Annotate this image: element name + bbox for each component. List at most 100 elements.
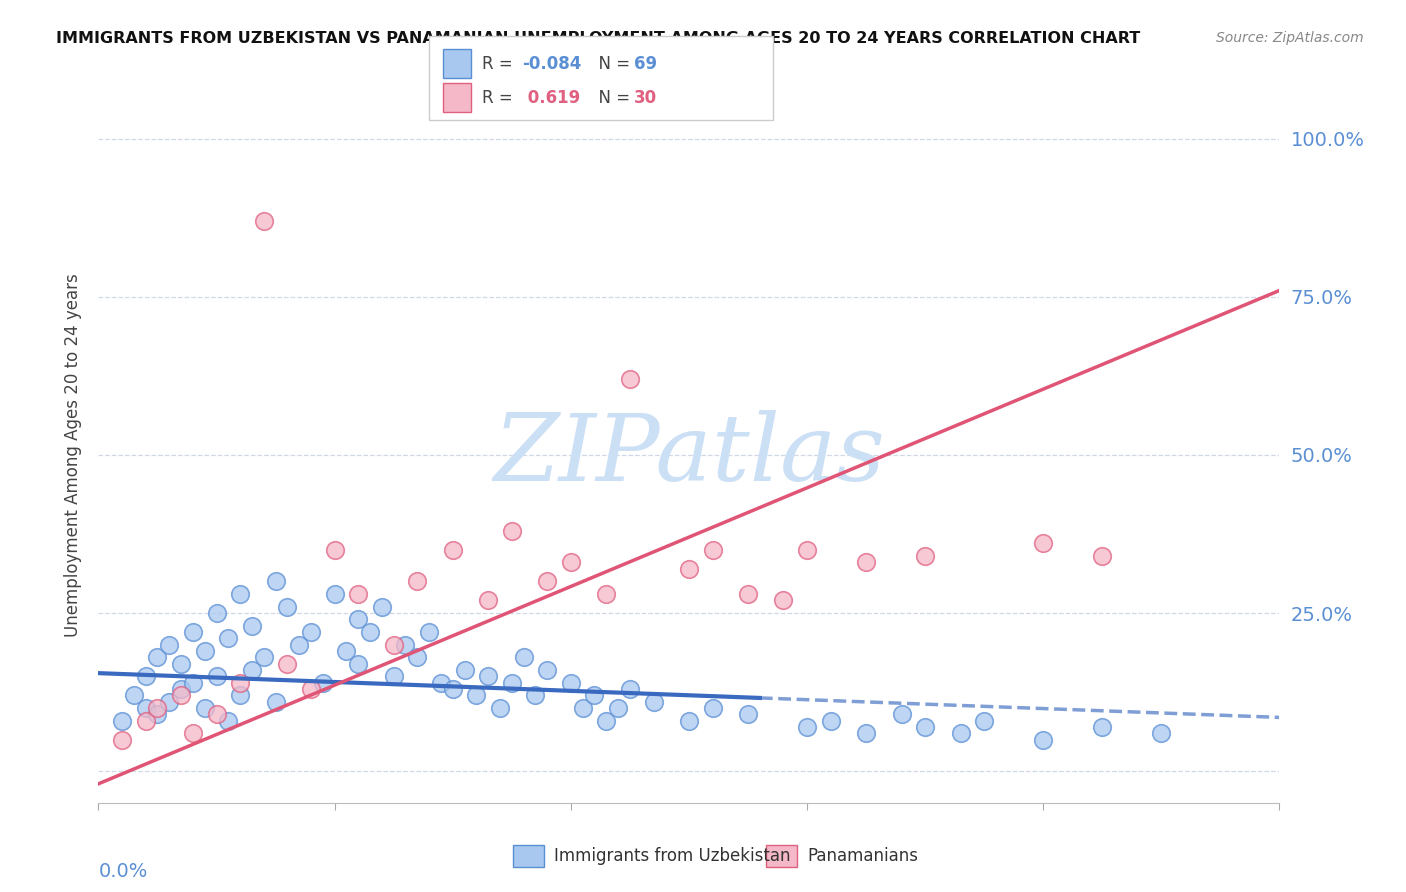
Point — [122, 688, 145, 702]
Point — [240, 663, 263, 677]
Text: N =: N = — [588, 54, 636, 73]
Point — [619, 681, 641, 696]
Text: 0.0%: 0.0% — [98, 862, 148, 881]
Point — [560, 675, 582, 690]
Point — [288, 638, 311, 652]
Text: R =: R = — [482, 54, 519, 73]
Point — [914, 549, 936, 563]
Point — [264, 574, 287, 589]
Point — [276, 599, 298, 614]
Point — [111, 714, 134, 728]
Point — [253, 650, 276, 665]
Point — [194, 644, 217, 658]
Point — [111, 732, 134, 747]
Point — [430, 675, 453, 690]
Point — [583, 688, 606, 702]
Text: Panamanians: Panamanians — [807, 847, 918, 865]
Point — [323, 587, 346, 601]
Point — [406, 650, 429, 665]
Point — [323, 542, 346, 557]
Point — [737, 707, 759, 722]
Text: 0.619: 0.619 — [522, 88, 579, 107]
Point — [441, 681, 464, 696]
Point — [135, 701, 157, 715]
Point — [240, 618, 263, 632]
Point — [477, 669, 499, 683]
Point — [890, 707, 912, 722]
Point — [1032, 536, 1054, 550]
Point — [253, 214, 276, 228]
Point — [914, 720, 936, 734]
Point — [194, 701, 217, 715]
Point — [560, 556, 582, 570]
Point — [347, 587, 370, 601]
Point — [678, 562, 700, 576]
Text: IMMIGRANTS FROM UZBEKISTAN VS PANAMANIAN UNEMPLOYMENT AMONG AGES 20 TO 24 YEARS : IMMIGRANTS FROM UZBEKISTAN VS PANAMANIAN… — [56, 31, 1140, 46]
Point — [607, 701, 630, 715]
Point — [229, 688, 252, 702]
Point — [536, 574, 558, 589]
Point — [536, 663, 558, 677]
Point — [205, 707, 228, 722]
Y-axis label: Unemployment Among Ages 20 to 24 years: Unemployment Among Ages 20 to 24 years — [63, 273, 82, 637]
Point — [501, 524, 523, 538]
Point — [170, 688, 193, 702]
Point — [855, 726, 877, 740]
Point — [477, 593, 499, 607]
Point — [312, 675, 335, 690]
Point — [512, 650, 534, 665]
Point — [949, 726, 972, 740]
Point — [229, 587, 252, 601]
Point — [465, 688, 488, 702]
Point — [146, 707, 169, 722]
Point — [157, 695, 180, 709]
Point — [335, 644, 357, 658]
Point — [501, 675, 523, 690]
Text: ZIPatlas: ZIPatlas — [494, 410, 884, 500]
Point — [276, 657, 298, 671]
Point — [571, 701, 593, 715]
Point — [299, 681, 322, 696]
Point — [1032, 732, 1054, 747]
Point — [181, 675, 204, 690]
Point — [1091, 720, 1114, 734]
Point — [264, 695, 287, 709]
Point — [489, 701, 512, 715]
Point — [1150, 726, 1173, 740]
Point — [229, 675, 252, 690]
Point — [595, 587, 617, 601]
Point — [796, 720, 818, 734]
Point — [643, 695, 665, 709]
Point — [205, 669, 228, 683]
Point — [181, 625, 204, 640]
Point — [820, 714, 842, 728]
Point — [217, 714, 239, 728]
Point — [702, 701, 724, 715]
Text: 30: 30 — [634, 88, 657, 107]
Point — [394, 638, 416, 652]
Point — [453, 663, 475, 677]
Point — [406, 574, 429, 589]
Point — [796, 542, 818, 557]
Text: Immigrants from Uzbekistan: Immigrants from Uzbekistan — [554, 847, 790, 865]
Point — [135, 669, 157, 683]
Point — [146, 701, 169, 715]
Text: N =: N = — [588, 88, 636, 107]
Point — [772, 593, 794, 607]
Point — [146, 650, 169, 665]
Point — [678, 714, 700, 728]
Point — [371, 599, 394, 614]
Point — [382, 669, 405, 683]
Text: 69: 69 — [634, 54, 657, 73]
Point — [855, 556, 877, 570]
Point — [524, 688, 547, 702]
Point — [181, 726, 204, 740]
Point — [441, 542, 464, 557]
Point — [205, 606, 228, 620]
Point — [1091, 549, 1114, 563]
Point — [170, 681, 193, 696]
Point — [299, 625, 322, 640]
Point — [359, 625, 381, 640]
Point — [595, 714, 617, 728]
Point — [170, 657, 193, 671]
